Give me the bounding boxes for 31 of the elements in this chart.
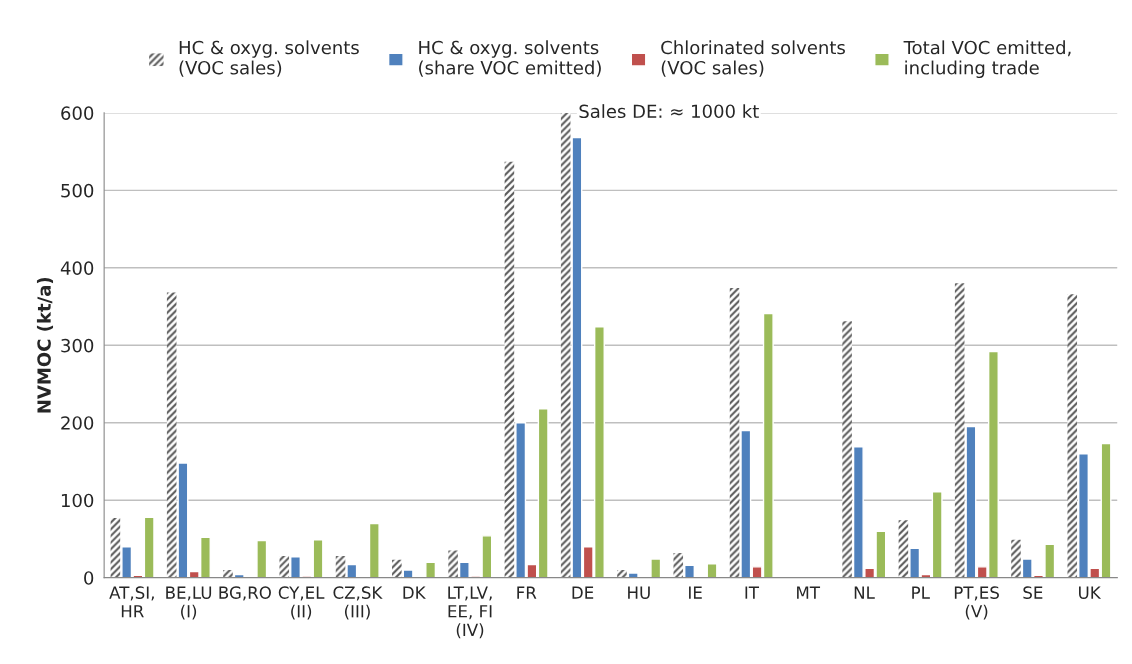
x-tick-label: AT,SI, HR	[109, 586, 154, 618]
legend-label: HC & oxyg. solvents (VOC sales)	[179, 40, 359, 77]
x-tick-label: CZ,SK (III)	[333, 586, 383, 620]
y-tick-label: 400	[60, 261, 94, 275]
legend-label: HC & oxyg. solvents (share VOC emitted)	[419, 40, 601, 77]
x-tick-label: CY,EL (II)	[278, 586, 325, 620]
y-tick-label: 200	[61, 416, 94, 430]
x-tick-label: IT	[745, 586, 760, 599]
x-tick-label: BG,RO	[219, 586, 271, 601]
x-tick-label: MT	[797, 586, 821, 599]
x-tick-label: SE	[1023, 586, 1043, 599]
x-tick-label: BE,LU (I)	[166, 586, 212, 620]
x-tick-label: PL	[912, 586, 930, 599]
x-tick-label: DK	[403, 586, 426, 599]
y-tick-label: 0	[84, 571, 94, 585]
x-tick-label: IE	[689, 586, 702, 599]
x-tick-label: NL	[854, 586, 875, 599]
y-tick-label: 100	[61, 493, 94, 508]
x-tick-label: PT,ES (V)	[954, 586, 999, 620]
legend-label: Total VOC emitted, including trade	[903, 40, 1071, 79]
legend-label: Chlorinated solvents (VOC sales)	[661, 40, 845, 77]
annotation: Sales DE: ≈ 1000 kt	[579, 104, 759, 119]
x-tick-label: UK	[1079, 586, 1102, 599]
y-tick-label: 600	[61, 106, 94, 120]
x-tick-label: FR	[517, 586, 537, 599]
x-tick-label: DE	[572, 586, 594, 599]
y-tick-label: 500	[61, 183, 94, 198]
y-axis-title: NVMOC (kt/a)	[36, 277, 54, 413]
x-tick-label: LT,LV, EE, FI (IV)	[448, 586, 492, 639]
y-tick-label: 300	[61, 338, 94, 353]
x-tick-label: HU	[628, 586, 650, 599]
